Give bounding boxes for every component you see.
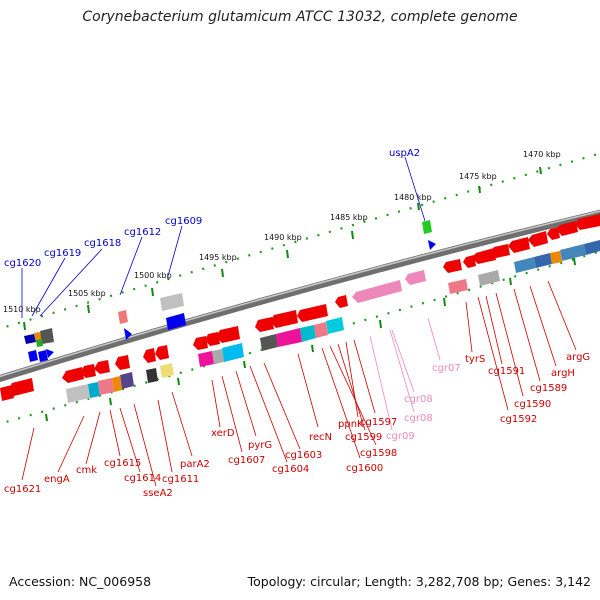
gene-label-cg1592: cg1592 <box>500 414 537 425</box>
gene-label-cgr08-second: cgr08 <box>404 413 433 424</box>
scale-tick-label: 1495 kbp <box>199 253 237 262</box>
gene-label-xerD: xerD <box>211 428 235 439</box>
reverse-strand-features <box>0 214 600 403</box>
gene-label-cg1611: cg1611 <box>162 474 199 485</box>
gene-label-cg1598: cg1598 <box>360 448 397 459</box>
genome-backbone-highlight <box>0 210 600 378</box>
reverse-leaders <box>21 280 577 487</box>
gene-label-cg1599: cg1599 <box>345 432 382 443</box>
gene-label-cg1607: cg1607 <box>228 455 265 466</box>
gene-label-argH: argH <box>551 368 575 379</box>
scale-tick-label: 1485 kbp <box>330 213 368 222</box>
genome-title: Corynebacterium glutamicum ATCC 13032, c… <box>82 9 518 25</box>
genome-backbone <box>0 209 600 383</box>
rna-leaders <box>369 317 441 431</box>
gene-label-uspA2: uspA2 <box>389 148 420 159</box>
scale-tick-label: 1470 kbp <box>523 150 561 159</box>
genome-summary: Topology: circular; Length: 3,282,708 bp… <box>247 574 591 589</box>
gene-label-engA: engA <box>44 474 70 485</box>
gene-label-cg1603: cg1603 <box>285 450 322 461</box>
gene-label-ppnK: ppnK <box>338 419 364 430</box>
gene-label-tyrS: tyrS <box>465 354 485 365</box>
accession-label: Accession: NC_006958 <box>9 574 152 589</box>
lower-ticks <box>45 257 576 422</box>
scale-tick-label: 1480 kbp <box>394 193 432 202</box>
gene-label-cmk: cmk <box>76 465 97 476</box>
gene-label-argG: argG <box>566 352 590 363</box>
scale-tick-label: 1475 kbp <box>459 172 497 181</box>
gene-label-cg1614: cg1614 <box>124 473 161 484</box>
gene-label-sseA2: sseA2 <box>143 488 173 499</box>
gene-label-parA2: parA2 <box>180 459 210 470</box>
gene-label-cg1597: cg1597 <box>360 417 397 428</box>
forward-strand-features <box>24 220 436 362</box>
gene-label-cg1609: cg1609 <box>165 216 202 227</box>
gene-label-cg1619: cg1619 <box>44 248 81 259</box>
gene-label-cg1590: cg1590 <box>514 399 551 410</box>
gene-label-cg1600: cg1600 <box>346 463 383 474</box>
gene-label-recN: recN <box>309 432 332 443</box>
gene-label-cg1621: cg1621 <box>4 484 41 495</box>
major-ticks <box>23 166 542 331</box>
scale-tick-label: 1505 kbp <box>68 289 106 298</box>
gene-label-cg1591: cg1591 <box>488 366 525 377</box>
scale-tick-label: 1500 kbp <box>134 271 172 280</box>
gene-label-cgr07: cgr07 <box>432 363 461 374</box>
gene-label-pyrG: pyrG <box>248 440 272 451</box>
gene-label-cgr08: cgr08 <box>404 394 433 405</box>
gene-label-cg1620: cg1620 <box>4 258 41 269</box>
gene-label-cg1618: cg1618 <box>84 238 121 249</box>
gene-label-cg1612: cg1612 <box>124 227 161 238</box>
scale-tick-label: 1490 kbp <box>264 233 302 242</box>
forward-leaders <box>21 156 426 318</box>
gene-label-cgr09: cgr09 <box>386 431 415 442</box>
gene-label-cg1615: cg1615 <box>104 458 141 469</box>
gene-label-cg1589: cg1589 <box>530 383 567 394</box>
gene-label-cg1604: cg1604 <box>272 464 309 475</box>
